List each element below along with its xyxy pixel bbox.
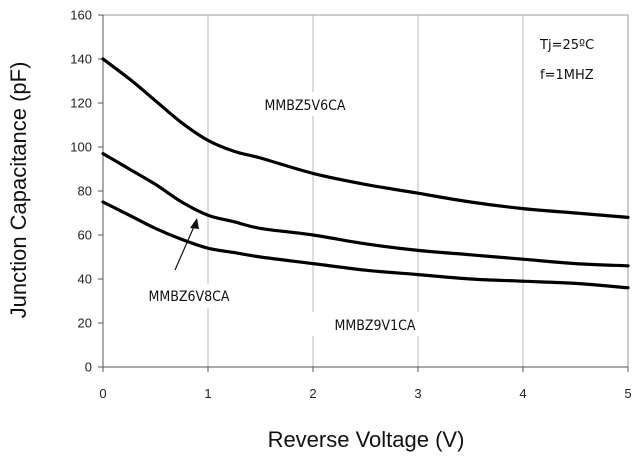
grid-lines (207, 15, 524, 367)
y-tick-label: 80 (78, 184, 92, 199)
series-line-mmbz5v6ca (101, 57, 630, 219)
series-label-mmbz5v6ca: MMBZ5V6CA (264, 98, 345, 114)
annotation-arrow-shaft (174, 221, 197, 271)
series-label-mmbz9v1ca: MMBZ9V1CA (334, 318, 415, 334)
y-tick-label: 20 (78, 316, 92, 331)
y-tick-label: 100 (70, 140, 92, 155)
y-tick-label: 0 (85, 360, 92, 375)
series-line-mmbz9v1ca (101, 200, 630, 290)
condition-frequency: f=1MHZ (540, 68, 594, 83)
condition-temperature: Tj=25ºC (539, 38, 594, 53)
x-tick-label: 0 (99, 386, 106, 401)
x-tick-label: 1 (204, 386, 211, 401)
tick-labels: 0 20 40 60 80 100 120 140 160 0 1 2 3 4 5 (70, 8, 631, 402)
x-tick-label: 5 (624, 386, 631, 401)
label-bg-mmbz5v6ca (250, 92, 358, 116)
label-bg-mmbz6v8ca (135, 284, 243, 308)
series-label-mmbz6v8ca: MMBZ6V8CA (148, 289, 229, 305)
label-bg-mmbz9v1ca (308, 312, 442, 336)
y-tick-label: 120 (70, 96, 92, 111)
x-tick-label: 4 (519, 386, 526, 401)
axes (98, 14, 629, 372)
y-tick-label: 60 (78, 228, 92, 243)
x-tick-label: 3 (414, 386, 421, 401)
series-line-mmbz6v8ca (101, 152, 630, 268)
x-tick-label: 2 (309, 386, 316, 401)
x-axis-title: Reverse Voltage (V) (268, 427, 465, 452)
y-tick-label: 140 (70, 52, 92, 67)
y-tick-label: 40 (78, 272, 92, 287)
annotation-arrow-head (190, 218, 199, 229)
y-axis-title: Junction Capacitance (pF) (6, 62, 31, 319)
y-tick-label: 160 (70, 8, 92, 23)
series-lines (101, 57, 630, 290)
